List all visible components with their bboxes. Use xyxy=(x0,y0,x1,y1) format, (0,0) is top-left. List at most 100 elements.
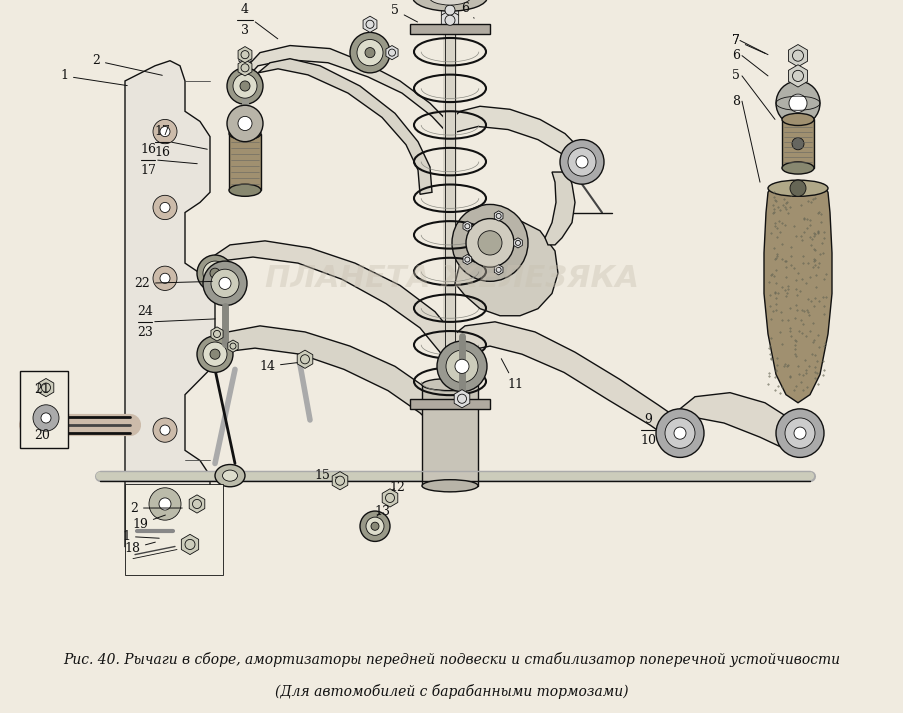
Circle shape xyxy=(209,349,219,359)
Polygon shape xyxy=(781,119,813,168)
Polygon shape xyxy=(452,322,684,446)
Polygon shape xyxy=(453,389,470,408)
Circle shape xyxy=(192,499,201,508)
Polygon shape xyxy=(228,133,261,190)
Circle shape xyxy=(153,119,177,144)
Polygon shape xyxy=(763,180,831,403)
Text: 2: 2 xyxy=(130,501,182,515)
Text: 22: 22 xyxy=(135,277,212,290)
Circle shape xyxy=(33,405,59,431)
Circle shape xyxy=(452,205,527,282)
Circle shape xyxy=(237,116,252,130)
Polygon shape xyxy=(125,483,223,575)
Circle shape xyxy=(444,5,454,15)
Polygon shape xyxy=(513,238,522,248)
Polygon shape xyxy=(210,327,223,341)
Circle shape xyxy=(792,50,803,61)
Circle shape xyxy=(788,94,806,113)
Text: 3: 3 xyxy=(241,24,248,37)
Polygon shape xyxy=(228,340,237,352)
Polygon shape xyxy=(237,46,252,63)
Circle shape xyxy=(665,418,694,448)
Text: 9: 9 xyxy=(643,413,651,426)
Polygon shape xyxy=(454,220,557,316)
Polygon shape xyxy=(189,495,205,513)
Polygon shape xyxy=(238,51,251,65)
Polygon shape xyxy=(215,326,461,442)
Text: 2: 2 xyxy=(92,54,163,76)
Text: 10: 10 xyxy=(639,434,656,447)
Text: 5: 5 xyxy=(731,69,740,83)
Polygon shape xyxy=(441,0,458,20)
Circle shape xyxy=(241,54,248,61)
Ellipse shape xyxy=(768,180,827,196)
Circle shape xyxy=(153,418,177,442)
Polygon shape xyxy=(462,255,471,265)
Polygon shape xyxy=(462,221,471,231)
Circle shape xyxy=(791,138,803,150)
Text: 11: 11 xyxy=(501,359,523,391)
Text: 20: 20 xyxy=(34,429,50,441)
Circle shape xyxy=(445,350,478,383)
Polygon shape xyxy=(257,58,432,195)
Circle shape xyxy=(209,268,219,278)
Ellipse shape xyxy=(26,416,38,434)
Circle shape xyxy=(465,219,514,267)
Polygon shape xyxy=(297,350,312,369)
Circle shape xyxy=(219,277,231,289)
Ellipse shape xyxy=(228,128,261,140)
Polygon shape xyxy=(20,371,68,448)
Text: 12: 12 xyxy=(388,481,405,494)
Circle shape xyxy=(153,195,177,220)
Circle shape xyxy=(385,493,394,503)
Circle shape xyxy=(42,383,51,392)
Text: Рис. 40. Рычаги в сборе, амортизаторы передней подвески и стабилизатор поперечно: Рис. 40. Рычаги в сборе, амортизаторы пе… xyxy=(63,652,840,667)
Circle shape xyxy=(300,354,309,364)
Polygon shape xyxy=(787,44,806,67)
Circle shape xyxy=(213,330,220,337)
Circle shape xyxy=(227,68,263,104)
Circle shape xyxy=(656,409,703,458)
Ellipse shape xyxy=(222,470,237,481)
Polygon shape xyxy=(410,399,489,409)
Polygon shape xyxy=(125,61,215,548)
Circle shape xyxy=(478,231,501,255)
Circle shape xyxy=(197,336,233,372)
Circle shape xyxy=(436,341,487,391)
Text: (Для автомобилей с барабанными тормозами): (Для автомобилей с барабанными тормозами… xyxy=(275,684,628,699)
Circle shape xyxy=(185,540,195,550)
Polygon shape xyxy=(675,393,799,451)
Text: 6: 6 xyxy=(461,1,473,19)
Circle shape xyxy=(41,413,51,423)
Text: 14: 14 xyxy=(259,360,297,373)
Circle shape xyxy=(349,32,389,73)
Polygon shape xyxy=(382,489,397,507)
Circle shape xyxy=(210,270,238,297)
Circle shape xyxy=(567,148,595,176)
Circle shape xyxy=(160,126,170,137)
Circle shape xyxy=(388,49,396,56)
Circle shape xyxy=(496,267,500,272)
Ellipse shape xyxy=(781,162,813,174)
Polygon shape xyxy=(422,384,478,486)
Text: 1: 1 xyxy=(60,69,127,86)
Circle shape xyxy=(359,511,389,541)
Circle shape xyxy=(149,488,181,520)
Circle shape xyxy=(464,257,470,262)
Circle shape xyxy=(160,425,170,435)
Polygon shape xyxy=(410,24,489,34)
Polygon shape xyxy=(331,471,348,490)
Ellipse shape xyxy=(412,0,487,11)
Circle shape xyxy=(160,273,170,283)
Circle shape xyxy=(239,81,250,91)
Circle shape xyxy=(789,180,805,196)
Circle shape xyxy=(496,213,500,218)
Circle shape xyxy=(203,261,247,306)
Text: 17: 17 xyxy=(154,125,170,138)
Circle shape xyxy=(241,51,248,58)
Text: ПЛАНЕТА ЖЕЛЕЗЯКА: ПЛАНЕТА ЖЕЛЕЗЯКА xyxy=(265,264,638,293)
Polygon shape xyxy=(494,265,502,275)
Circle shape xyxy=(457,394,466,404)
Circle shape xyxy=(335,476,344,486)
Text: 24: 24 xyxy=(137,304,153,318)
